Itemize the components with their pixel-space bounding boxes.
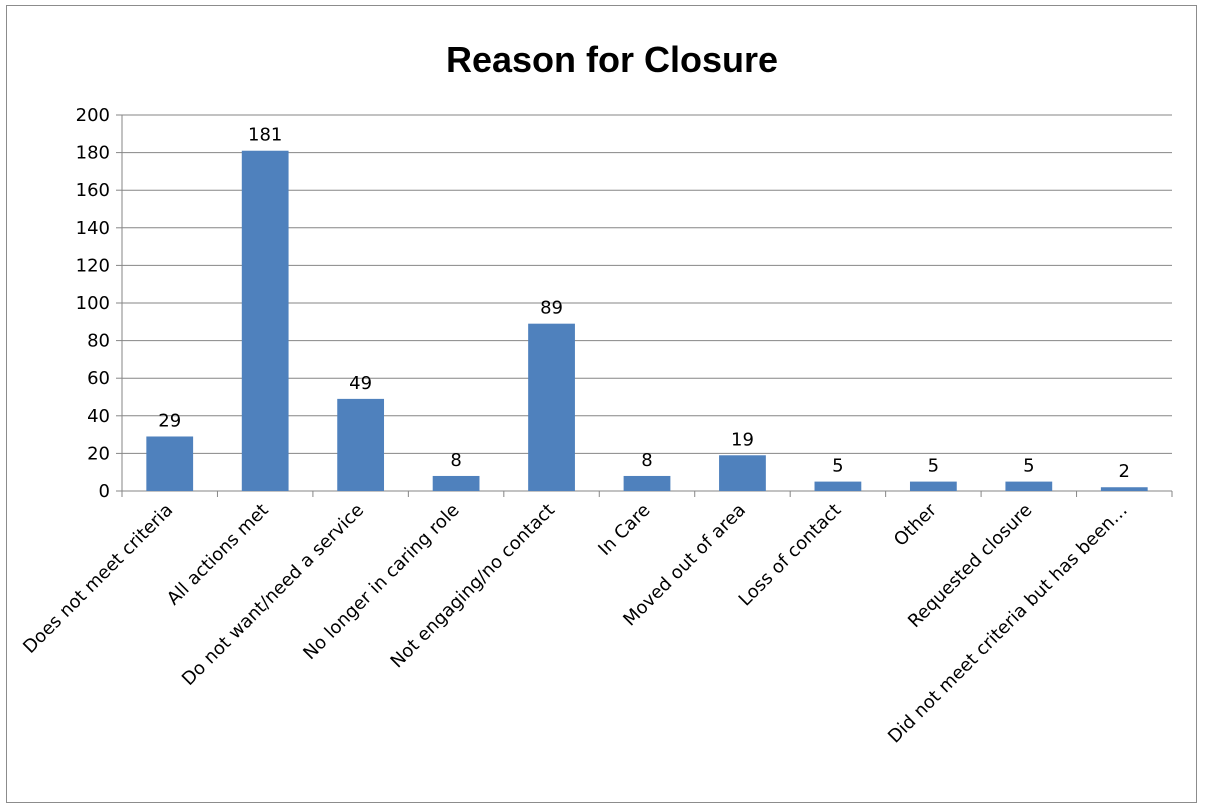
data-label: 29 — [158, 410, 181, 431]
data-label: 49 — [349, 373, 372, 394]
chart-frame — [6, 5, 1197, 803]
bar — [814, 481, 862, 491]
bar — [909, 481, 957, 491]
data-label: 19 — [731, 429, 754, 450]
axes: 0 20 40 60 80 100 120 140 160 180 200 — [76, 105, 1173, 502]
gridlines — [122, 114, 1172, 454]
bar — [337, 398, 385, 491]
category-label: Loss of contact — [735, 500, 846, 611]
bar — [719, 455, 766, 491]
y-tick-label: 200 — [76, 105, 110, 126]
bar — [528, 323, 575, 491]
data-label: 8 — [450, 450, 461, 471]
y-tick-label: 0 — [99, 481, 110, 502]
category-label: Not engaging/no contact — [387, 500, 560, 673]
bar — [432, 475, 480, 491]
bars — [146, 150, 1148, 491]
data-label: 89 — [540, 298, 563, 319]
data-label: 5 — [1023, 456, 1034, 477]
data-labels: 29 181 49 8 89 8 19 5 5 5 2 — [158, 125, 1130, 483]
category-label: Other — [890, 499, 941, 550]
bar — [1100, 487, 1148, 491]
chart-title: Reason for Closure — [446, 39, 778, 80]
y-tick-label: 140 — [76, 218, 110, 239]
category-label: No longer in caring role — [299, 500, 463, 664]
data-label: 2 — [1119, 461, 1130, 482]
y-tick-label: 160 — [76, 180, 110, 201]
y-tick-label: 100 — [76, 293, 110, 314]
y-tick-label: 40 — [87, 406, 110, 427]
bar — [623, 475, 671, 491]
y-tick-label: 180 — [76, 143, 110, 164]
category-label: In Care — [594, 500, 654, 560]
bar — [1005, 481, 1053, 491]
data-label: 8 — [641, 450, 652, 471]
data-label: 5 — [832, 456, 843, 477]
y-tick-label: 120 — [76, 255, 110, 276]
bar — [146, 436, 194, 491]
category-label: Does not meet criteria — [19, 500, 177, 658]
data-label: 5 — [928, 456, 939, 477]
category-label: All actions met — [163, 500, 273, 610]
y-tick-label: 20 — [87, 443, 110, 464]
category-label: Do not want/need a service — [178, 500, 368, 690]
y-tick-label: 80 — [87, 331, 110, 352]
y-tick-label: 60 — [87, 368, 110, 389]
bar — [241, 150, 289, 491]
data-label: 181 — [248, 125, 282, 146]
